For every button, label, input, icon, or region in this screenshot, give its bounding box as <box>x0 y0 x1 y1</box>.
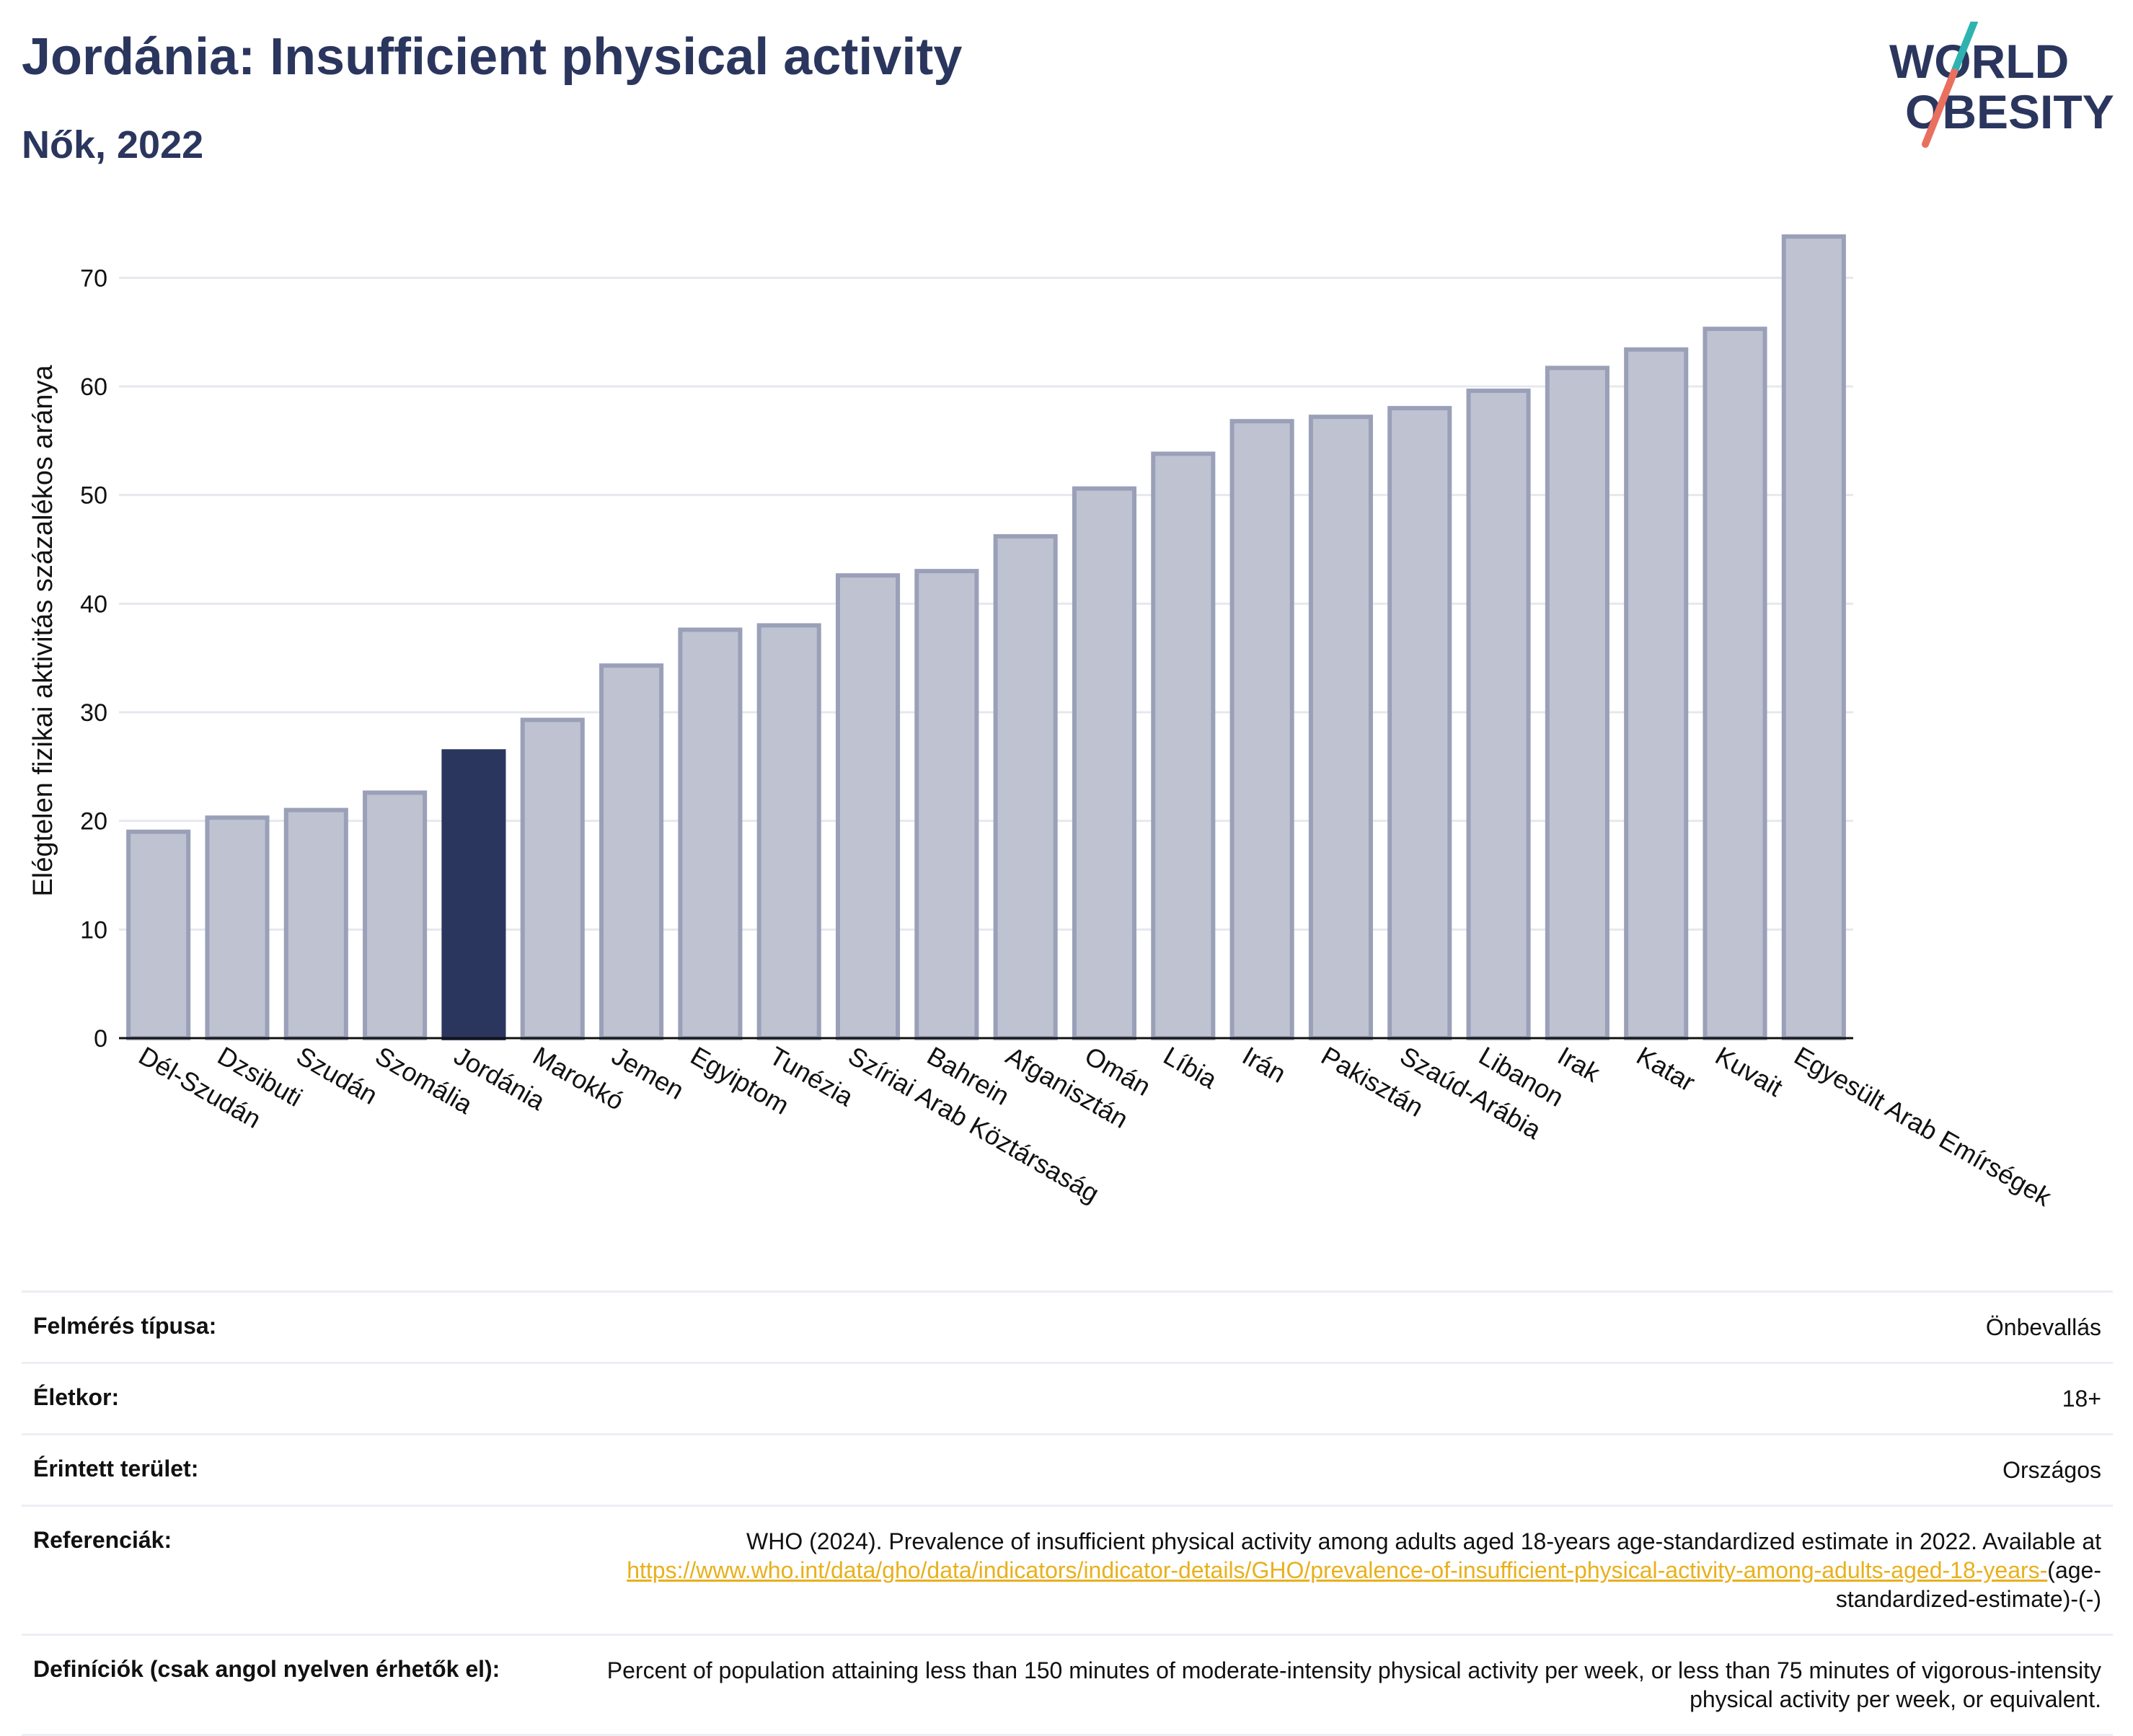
bar <box>1624 347 1689 1041</box>
info-row-age: Életkor: 18+ <box>22 1362 2113 1433</box>
world-obesity-logo: WORLD OBESITY <box>1889 22 2114 148</box>
logo-slash-teal <box>1951 22 1978 76</box>
bar <box>1466 389 1531 1040</box>
info-row-survey-type: Felmérés típusa: Önbevallás <box>22 1290 2113 1362</box>
bar <box>1387 406 1452 1040</box>
bar-chart-svg: 0 10 20 30 40 50 60 70 Elégtelen fizikai aktivit… <box>28 234 2057 1213</box>
y-tick-label: 40 <box>80 590 107 618</box>
info-label: Életkor: <box>33 1384 120 1410</box>
info-value: Önbevallás <box>1985 1314 2101 1340</box>
info-label: Referenciák: <box>33 1527 172 1553</box>
page-title: Jordánia: Insufficient physical activity <box>22 28 963 86</box>
x-tick-label: Líbia <box>1159 1040 1223 1094</box>
bar <box>756 623 821 1040</box>
x-tick-label: Irán <box>1237 1040 1291 1089</box>
info-table: Felmérés típusa: Önbevallás Életkor: 18+… <box>22 1290 2113 1736</box>
info-row-references: Referenciák: WHO (2024). Prevalence of i… <box>22 1505 2113 1634</box>
bar <box>126 829 191 1040</box>
bar-chart: 0 10 20 30 40 50 60 70 Elégtelen fizikai aktivit… <box>0 187 2133 1254</box>
bar <box>520 717 585 1041</box>
y-tick-label: 30 <box>80 699 107 727</box>
x-tick-label: Szudán <box>291 1040 382 1110</box>
bar <box>1781 234 1846 1041</box>
logo-slash-coral <box>1922 68 1958 148</box>
page-subtitle: Nők, 2022 <box>22 123 204 167</box>
x-tick-label: Egyesült Arab Emírségek <box>1789 1040 2057 1212</box>
info-label: Felmérés típusa: <box>33 1313 217 1339</box>
y-axis-label: Elégtelen fizikai aktivitás százalékos a… <box>28 365 58 897</box>
references-link[interactable]: https://www.who.int/data/gho/data/indica… <box>627 1557 2048 1583</box>
bar <box>1229 419 1294 1041</box>
references-suffix: (age-standardized-estimate)-(-) <box>1835 1557 2101 1612</box>
bar <box>835 573 901 1040</box>
info-value: 18+ <box>2062 1386 2101 1412</box>
x-tick-label: Kuvait <box>1710 1040 1788 1102</box>
y-tick-label: 60 <box>80 373 107 401</box>
logo-word-world: WORLD <box>1889 35 2069 88</box>
references-value: WHO (2024). Prevalence of insufficient p… <box>581 1527 2101 1613</box>
bar <box>1545 366 1609 1041</box>
bar <box>678 627 743 1040</box>
bar <box>283 807 348 1040</box>
info-value: Országos <box>2002 1457 2101 1483</box>
info-label: Definíciók (csak angol nyelven érhetők e… <box>33 1656 500 1682</box>
references-text: WHO (2024). Prevalence of insufficient p… <box>746 1528 2101 1554</box>
info-row-area: Érintett terület: Országos <box>22 1433 2113 1505</box>
bar <box>1308 415 1373 1041</box>
bar <box>441 749 506 1040</box>
info-row-definitions: Definíciók (csak angol nyelven érhetők e… <box>22 1634 2113 1736</box>
y-tick-label: 50 <box>80 482 107 510</box>
x-tick-label: Marokkó <box>528 1040 629 1116</box>
bar <box>363 790 428 1040</box>
bar <box>914 569 979 1040</box>
bar <box>205 815 270 1040</box>
bar <box>1703 327 1767 1040</box>
info-label: Érintett terület: <box>33 1456 199 1482</box>
y-tick-label: 10 <box>80 916 107 944</box>
y-tick-label: 20 <box>80 808 107 836</box>
x-tick-label: Irak <box>1553 1040 1605 1088</box>
y-tick-label: 70 <box>80 265 107 292</box>
bar <box>1151 451 1216 1040</box>
y-tick-label: 0 <box>94 1025 107 1053</box>
bar <box>1072 486 1137 1041</box>
definitions-value: Percent of population attaining less tha… <box>606 1657 2101 1712</box>
x-tick-label: Katar <box>1632 1040 1700 1097</box>
bar <box>599 663 664 1040</box>
bar <box>993 533 1058 1041</box>
